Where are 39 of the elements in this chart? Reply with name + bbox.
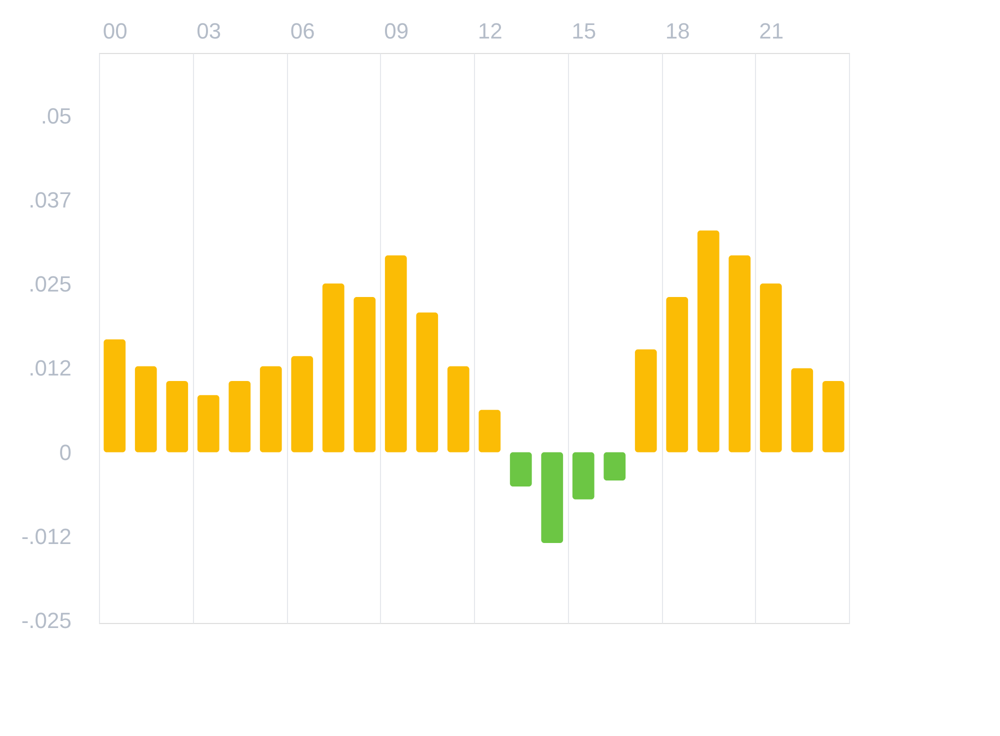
x-tick-label: 06	[290, 18, 315, 44]
bar	[166, 381, 188, 452]
bar	[291, 356, 314, 452]
bar	[510, 452, 532, 487]
x-tick-label: 03	[196, 18, 222, 44]
bar	[134, 366, 157, 452]
x-tick-label: 15	[572, 18, 596, 44]
bar	[666, 297, 688, 452]
y-tick-label: .025	[28, 272, 72, 297]
bar	[541, 452, 564, 544]
bar	[760, 284, 782, 452]
bar	[791, 368, 814, 452]
bar	[384, 255, 407, 452]
y-tick-label: 0	[59, 440, 72, 465]
y-tick-label: -.025	[21, 608, 72, 633]
bar	[197, 395, 220, 452]
bar	[604, 452, 626, 480]
y-tick-label: -.012	[21, 524, 72, 549]
y-tick-label: .05	[40, 104, 72, 129]
bar	[634, 349, 657, 452]
bar	[572, 452, 594, 500]
bar	[447, 366, 470, 452]
bar	[322, 284, 344, 452]
bar	[104, 339, 126, 452]
bar	[697, 230, 720, 452]
bar	[260, 366, 282, 452]
y-tick-label: .012	[28, 356, 72, 381]
x-tick-label: 09	[384, 18, 409, 44]
bar	[416, 312, 438, 452]
bar	[228, 381, 251, 452]
x-tick-label: 18	[665, 18, 690, 44]
x-tick-label: 12	[478, 18, 502, 44]
bar	[822, 381, 844, 452]
x-tick-label: 21	[759, 18, 784, 44]
bar	[728, 255, 751, 452]
y-tick-label: .037	[28, 188, 72, 213]
x-tick-label: 00	[102, 18, 128, 44]
bar	[478, 410, 501, 452]
bar	[354, 297, 376, 452]
